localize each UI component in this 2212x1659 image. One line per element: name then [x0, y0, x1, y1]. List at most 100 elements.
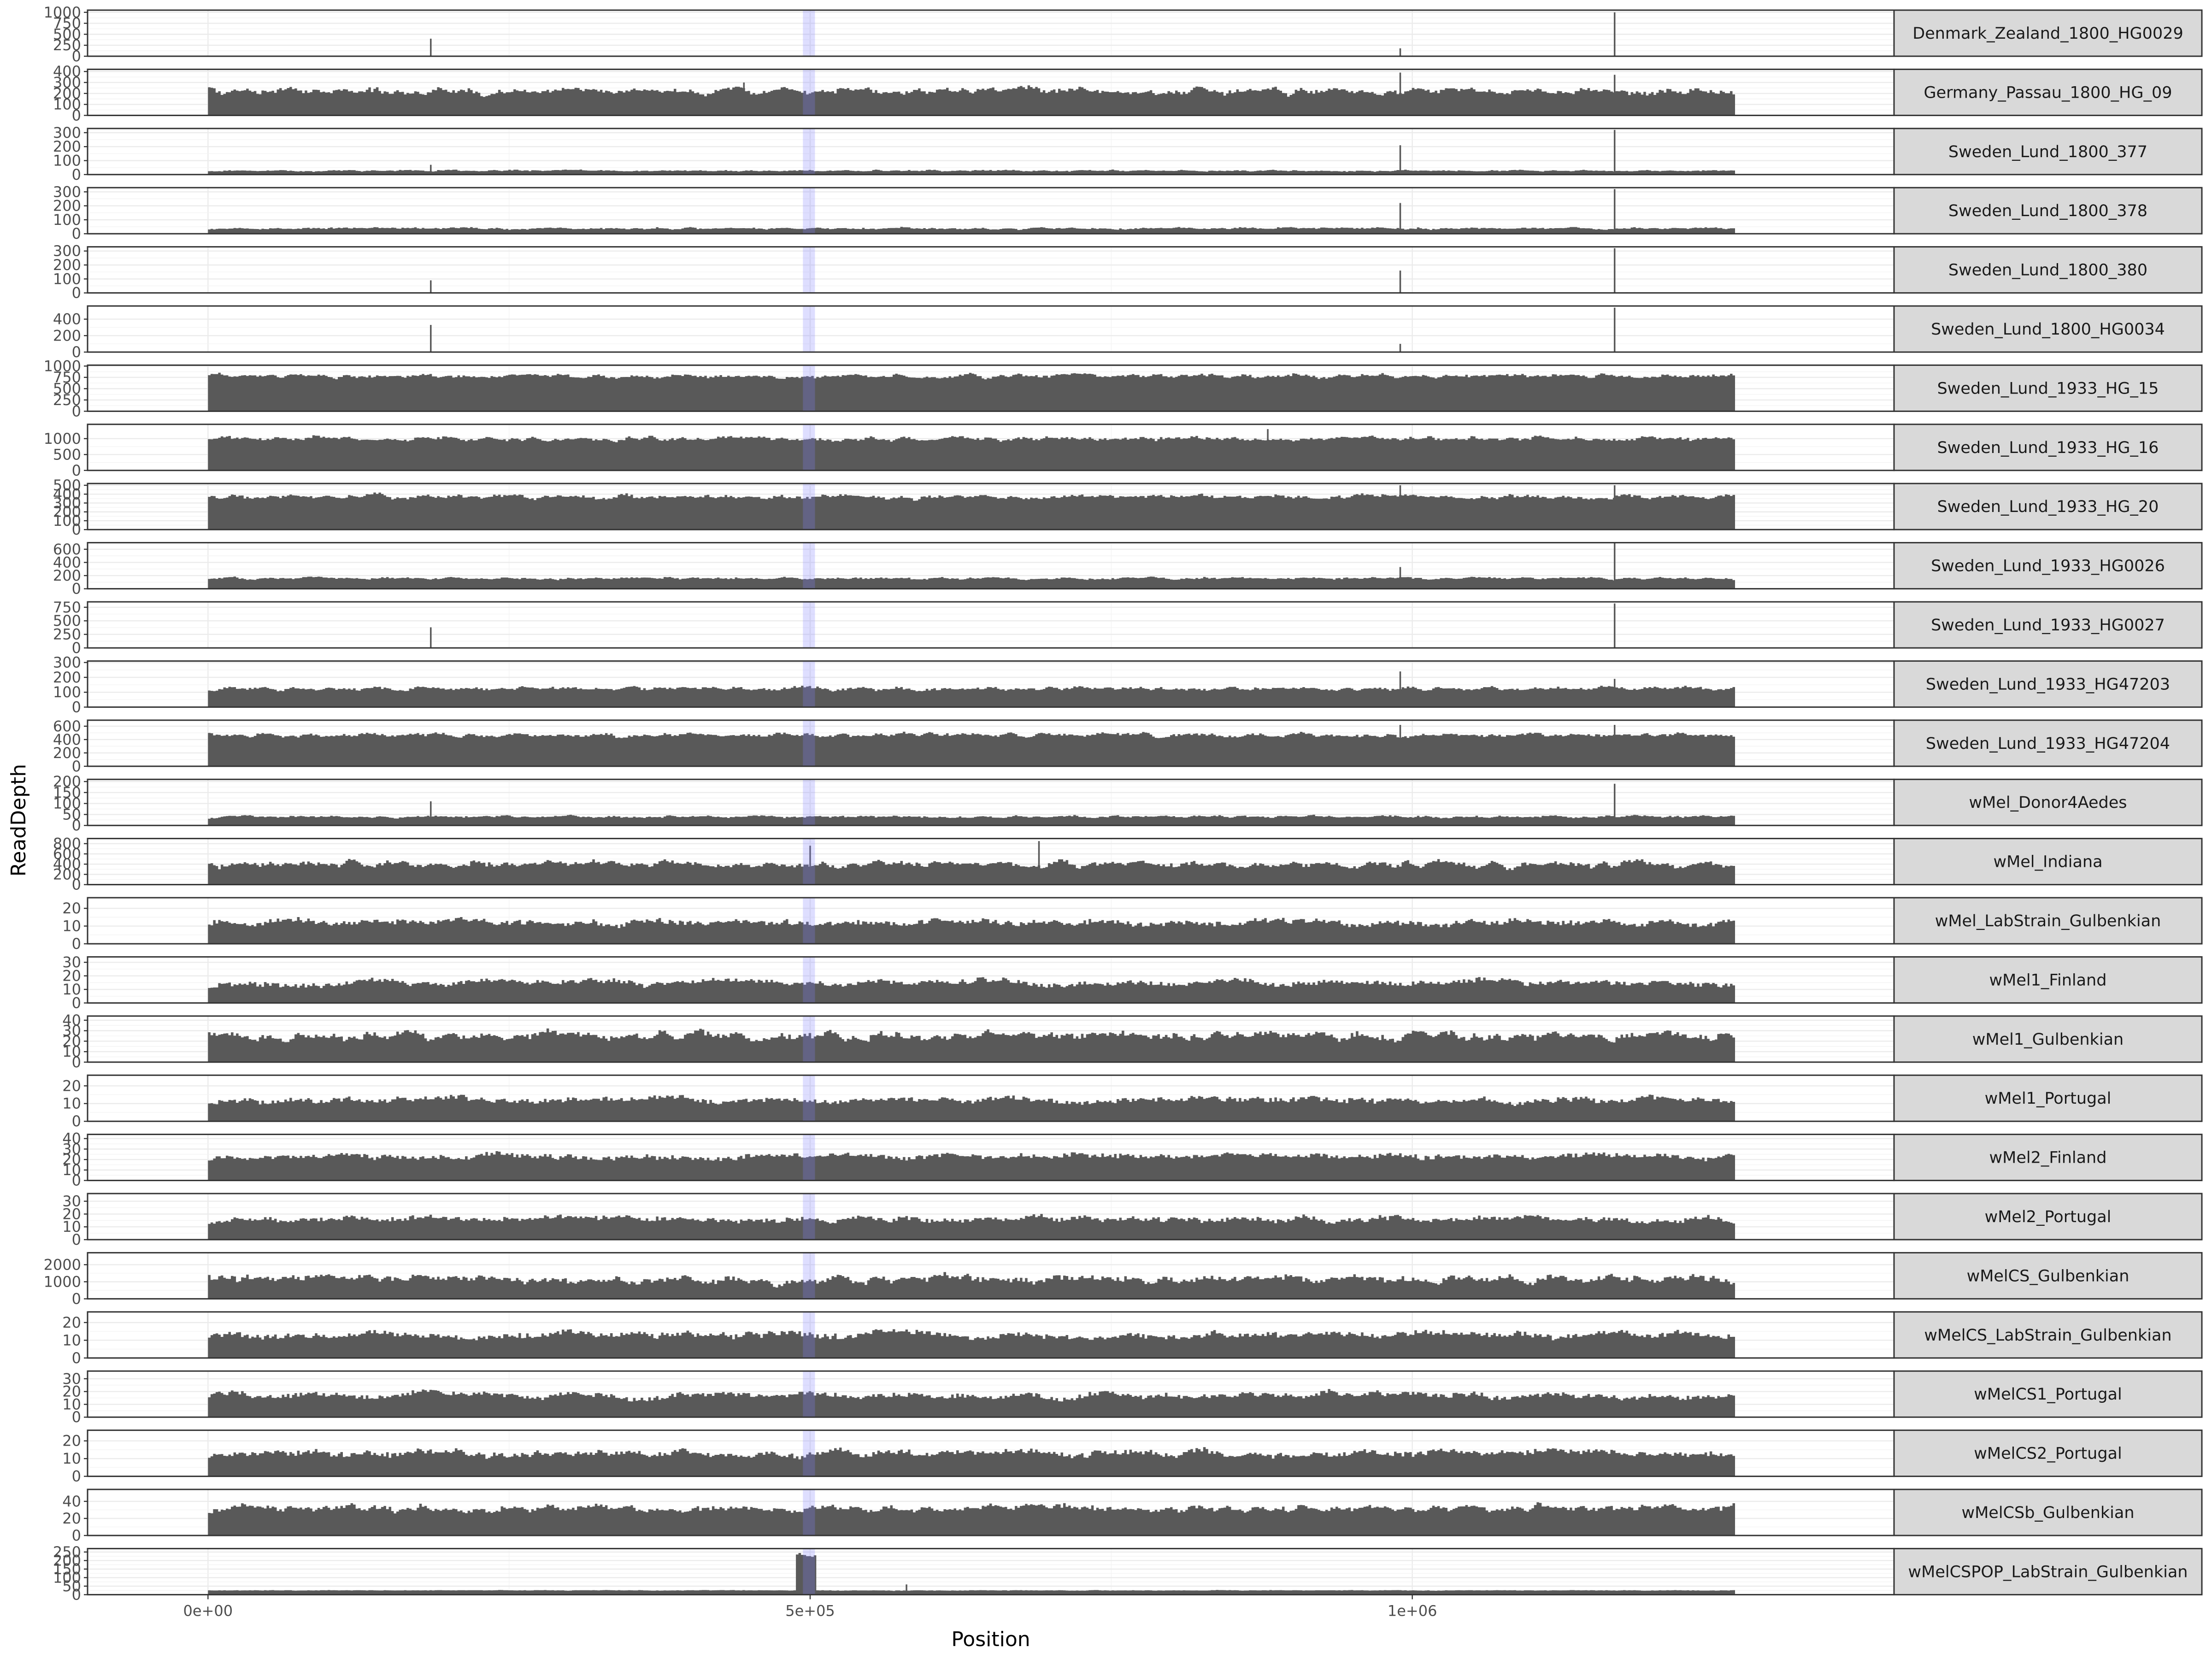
highlight-region-band	[803, 1075, 815, 1122]
y-tick-label: 30	[62, 1370, 81, 1388]
y-tick-label: 200	[53, 865, 81, 883]
facet-strip	[1893, 305, 2203, 353]
y-tick-label: 0	[72, 1290, 81, 1307]
facet-strip-label: wMelCSPOP_LabStrain_Gulbenkian	[1908, 1563, 2188, 1581]
x-tick-label: 5e+05	[785, 1602, 835, 1619]
coverage-area-sweden-lund-1800-377	[208, 169, 1735, 175]
facet-strip-label: wMel2_Portugal	[1985, 1208, 2112, 1226]
facet-strip-label: Sweden_Lund_1933_HG_15	[1937, 379, 2159, 398]
y-tick-label: 400	[53, 553, 81, 571]
facet-strip	[1893, 719, 2203, 767]
y-tick-label: 400	[53, 311, 81, 328]
y-tick-label: 20	[62, 1383, 81, 1400]
y-tick-label: 0	[72, 698, 81, 716]
y-tick-label: 100	[53, 1569, 81, 1586]
y-tick-label: 20	[62, 1032, 81, 1050]
facet-strip	[1893, 897, 2203, 945]
facet-strip	[1893, 187, 2203, 235]
y-tick-label: 0	[72, 639, 81, 657]
y-tick-label: 0	[72, 1586, 81, 1603]
y-tick-label: 200	[53, 669, 81, 686]
coverage-area-wmel1-gulbenkian	[208, 1028, 1735, 1062]
y-tick-label: 20	[62, 1205, 81, 1223]
y-tick-label: 0	[72, 1408, 81, 1426]
facet-strip	[1893, 1547, 2203, 1595]
facet-strip-label: Sweden_Lund_1933_HG0026	[1931, 557, 2165, 576]
facet-strip	[1893, 542, 2203, 590]
highlight-region-band	[803, 10, 815, 56]
facet-strip-label: Sweden_Lund_1933_HG0027	[1931, 616, 2165, 635]
y-tick-label: 20	[62, 1314, 81, 1331]
x-gridlines	[207, 602, 1413, 648]
y-tick-label: 30	[62, 1193, 81, 1210]
facet-strip	[1893, 1252, 2203, 1300]
highlight-region-band	[803, 1312, 815, 1358]
y-tick-label: 1000	[44, 430, 81, 447]
y-tick-label: 200	[53, 197, 81, 215]
facet-strip-label: Sweden_Lund_1933_HG_20	[1937, 498, 2159, 516]
y-tick-label: 250	[53, 391, 81, 409]
y-tick-label: 200	[53, 503, 81, 521]
coverage-area-wmelcs1-portugal	[208, 1389, 1735, 1418]
y-gridlines	[88, 781, 1894, 826]
facet-strip-label: Sweden_Lund_1800_HG0034	[1931, 320, 2165, 339]
highlight-region-band	[803, 1430, 815, 1477]
y-axis-title: ReadDepth	[7, 764, 30, 877]
y-tick-label: 40	[62, 1012, 81, 1029]
y-tick-label: 300	[53, 124, 81, 141]
panel-background	[88, 188, 1894, 234]
coverage-area-sweden-lund-1933-hg-16	[208, 435, 1735, 471]
y-tick-label: 200	[53, 85, 81, 102]
y-tick-label: 10	[62, 1161, 81, 1179]
facet-strip	[1893, 1193, 2203, 1241]
x-tick-label: 1e+06	[1388, 1602, 1437, 1619]
facet-strip	[1893, 778, 2203, 826]
y-tick-label: 1000	[44, 4, 81, 21]
coverage-area-wmel-indiana	[208, 859, 1735, 885]
coverage-area-wmel-donor4aedes	[208, 814, 1735, 826]
y-tick-label: 100	[53, 96, 81, 113]
panel-background	[88, 128, 1894, 175]
y-tick-label: 500	[53, 477, 81, 494]
x-gridlines	[207, 247, 1413, 293]
coverage-area-wmel1-finland	[208, 977, 1735, 1003]
facet-strip-label: Sweden_Lund_1933_HG_16	[1937, 439, 2159, 457]
facet-strip	[1893, 68, 2203, 116]
facet-strip	[1893, 956, 2203, 1004]
y-tick-label: 40	[62, 1130, 81, 1147]
coverage-area-wmel2-portugal	[208, 1214, 1735, 1240]
coverage-area-wmelcs-labstrain-gulbenkian	[208, 1329, 1735, 1358]
coverage-area-sweden-lund-1933-hg-20	[208, 492, 1735, 530]
y-tick-label: 200	[53, 1552, 81, 1569]
y-tick-label: 200	[53, 567, 81, 584]
highlight-region-band	[803, 542, 815, 589]
facet-strip-label: wMel_Indiana	[1993, 853, 2102, 871]
panel-background	[88, 1548, 1894, 1595]
y-tick-label: 0	[72, 47, 81, 65]
